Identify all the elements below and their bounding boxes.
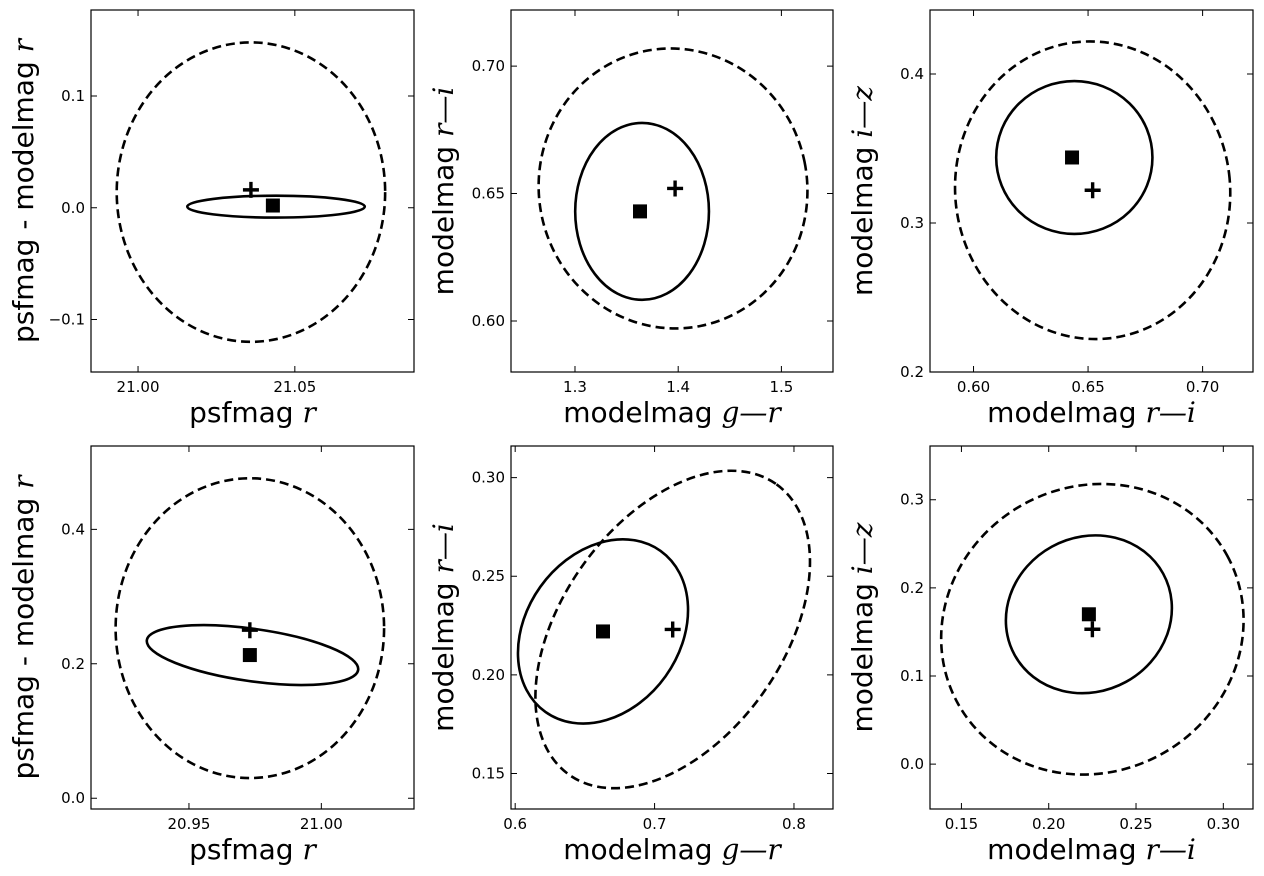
x-tick-label: 0.25 xyxy=(1119,815,1152,833)
solid-ellipse xyxy=(1004,534,1174,695)
x-tick-label: 1.5 xyxy=(769,378,793,396)
y-tick-label: 0.4 xyxy=(61,520,85,538)
dashed-ellipse xyxy=(953,40,1232,341)
square-marker xyxy=(633,204,648,219)
y-tick-label: 0.20 xyxy=(472,666,505,684)
x-tick-label: 0.30 xyxy=(1207,815,1240,833)
x-axis-label: psfmag r xyxy=(189,396,317,429)
x-tick-label: 21.00 xyxy=(117,378,160,396)
y-axis-label: modelmag r—i xyxy=(427,523,460,732)
y-tick-label: 0.4 xyxy=(900,65,924,83)
square-marker xyxy=(1065,150,1080,165)
plus-marker xyxy=(1084,621,1101,638)
subplot-1: 21.00 21.05 −0.1 0.0 0.1 psfmag r psfmag - mod… xyxy=(7,9,415,429)
subplot-3: 0.60 0.65 0.70 0.2 0.3 0.4 modelmag r—i modelma… xyxy=(846,9,1254,429)
y-axis-label: modelmag i—z xyxy=(846,86,879,296)
plus-marker xyxy=(242,181,259,198)
axes-frame xyxy=(510,445,834,810)
subplot-6: 0.15 0.20 0.25 0.30 0.0 0.1 0.2 0.3 modelmag r—i… xyxy=(846,445,1254,866)
x-tick-label: 0.15 xyxy=(945,815,978,833)
plus-marker xyxy=(664,621,681,638)
x-axis-label: modelmag r—i xyxy=(987,833,1196,866)
x-tick-label: 0.8 xyxy=(782,815,806,833)
square-marker xyxy=(242,648,257,663)
plus-marker xyxy=(1084,182,1101,199)
x-axis-label: modelmag g—r xyxy=(563,833,782,866)
y-axis-label: modelmag r—i xyxy=(427,87,460,296)
y-axis-label: modelmag i—z xyxy=(846,522,879,732)
y-axis-label: psfmag - modelmag r xyxy=(7,37,40,343)
y-tick-label: 0.0 xyxy=(61,199,85,217)
plus-marker xyxy=(241,622,258,639)
dashed-ellipse xyxy=(115,41,387,344)
solid-ellipse xyxy=(573,121,711,302)
y-tick-label: 0.3 xyxy=(900,491,924,509)
x-tick-label: 0.20 xyxy=(1032,815,1065,833)
x-tick-label: 1.3 xyxy=(563,378,587,396)
x-tick-label: 0.60 xyxy=(957,378,990,396)
subplot-5: 0.6 0.7 0.8 0.15 0.20 0.25 0.30 modelmag g—r mod… xyxy=(427,445,834,866)
x-tick-label: 20.95 xyxy=(167,815,210,833)
axes-frame xyxy=(90,445,415,810)
y-tick-label: 0.0 xyxy=(900,755,924,773)
x-axis-label: modelmag g—r xyxy=(563,396,782,429)
y-tick-label: 0.2 xyxy=(61,655,85,673)
y-tick-label: 0.0 xyxy=(61,789,85,807)
square-marker xyxy=(265,198,280,213)
plus-marker xyxy=(667,180,684,197)
ellipses xyxy=(953,40,1232,341)
solid-ellipse xyxy=(994,79,1154,236)
y-tick-label: 0.65 xyxy=(472,185,505,203)
x-tick-label: 0.7 xyxy=(643,815,667,833)
x-tick-label: 21.05 xyxy=(273,378,316,396)
ellipses xyxy=(115,41,387,344)
ellipses xyxy=(939,482,1245,776)
ellipses xyxy=(516,469,812,790)
y-tick-label: −0.1 xyxy=(49,310,85,328)
x-axis-label: psfmag r xyxy=(189,833,317,866)
y-tick-label: 0.25 xyxy=(472,567,505,585)
y-tick-label: 0.15 xyxy=(472,764,505,782)
solid-ellipse xyxy=(185,194,367,219)
subplot-4: 20.95 21.00 0.0 0.2 0.4 psfmag r psfmag - mode… xyxy=(7,445,415,866)
solid-ellipse xyxy=(516,538,690,725)
axes-frame xyxy=(929,445,1254,810)
x-tick-label: 0.65 xyxy=(1071,378,1104,396)
dashed-ellipse xyxy=(114,476,386,780)
ellipses xyxy=(537,47,809,330)
y-tick-label: 0.30 xyxy=(472,469,505,487)
y-tick-label: 0.2 xyxy=(900,363,924,381)
x-axis-label: modelmag r—i xyxy=(987,396,1196,429)
y-tick-label: 0.60 xyxy=(472,312,505,330)
x-tick-label: 0.70 xyxy=(1186,378,1219,396)
axes-frame xyxy=(90,9,415,373)
square-marker xyxy=(596,624,610,639)
dashed-ellipse xyxy=(537,47,809,330)
square-marker xyxy=(1081,607,1096,622)
y-tick-label: 0.1 xyxy=(900,667,924,685)
y-tick-label: 0.2 xyxy=(900,579,924,597)
x-tick-label: 21.00 xyxy=(300,815,343,833)
subplot-2: 1.3 1.4 1.5 0.60 0.65 0.70 modelmag g—r modelma… xyxy=(427,9,834,429)
x-tick-label: 0.6 xyxy=(503,815,527,833)
y-tick-label: 0.3 xyxy=(900,214,924,232)
x-tick-label: 1.4 xyxy=(666,378,690,396)
y-tick-label: 0.70 xyxy=(472,57,505,75)
dashed-ellipse xyxy=(534,469,812,790)
y-axis-label: psfmag - modelmag r xyxy=(7,474,40,780)
axes-frame xyxy=(510,9,834,373)
dashed-ellipse xyxy=(939,482,1245,776)
y-tick-label: 0.1 xyxy=(61,87,85,105)
axes-frame xyxy=(929,9,1254,373)
